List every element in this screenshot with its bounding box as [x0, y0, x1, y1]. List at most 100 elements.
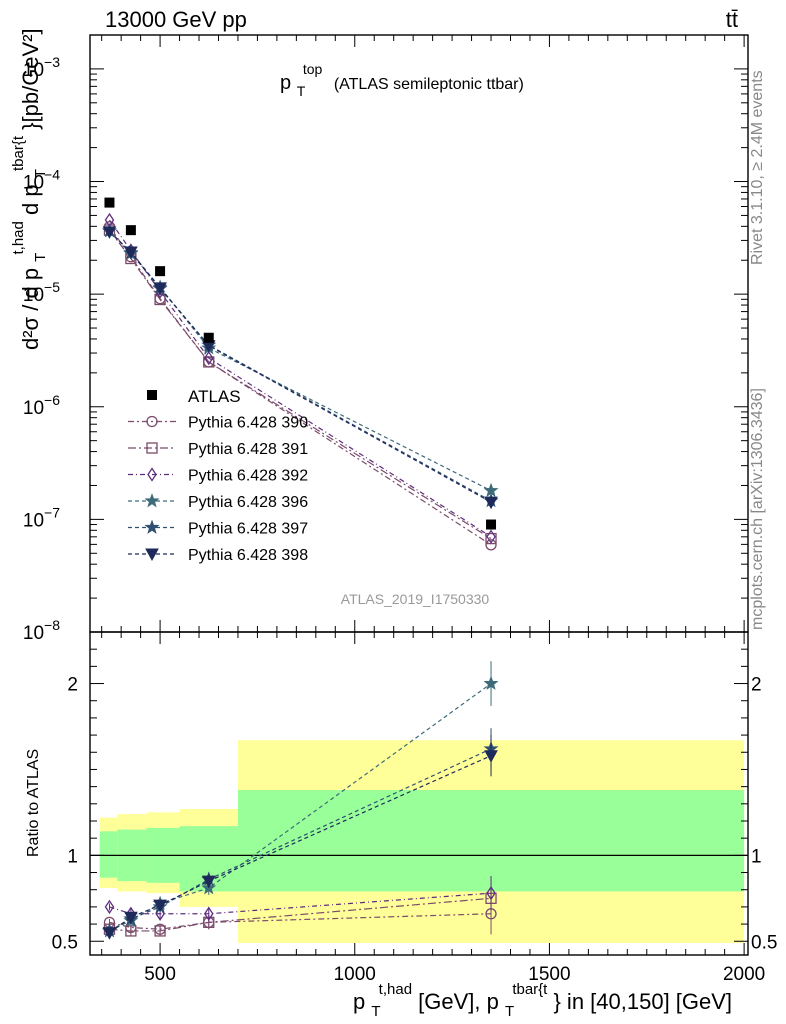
series-point-ratio-5-3 — [201, 875, 216, 889]
x-label-sub1: T — [371, 1003, 380, 1020]
y-tick-label-base-3: 10 — [23, 398, 44, 419]
y-label-units: }[pb/GeV²] — [18, 28, 43, 130]
legend-marker-data — [147, 390, 157, 400]
x-label-sub2: T — [505, 1003, 514, 1020]
y-tick-label-base-1: 10 — [23, 173, 44, 194]
data-point-1 — [125, 225, 136, 236]
data-point-0 — [104, 197, 115, 208]
y-tick-label-exp-5: −8 — [44, 617, 60, 633]
series-point-ratio-1-1 — [125, 925, 137, 937]
plot-title-sup: top — [303, 61, 323, 77]
plot-title-sub: T — [297, 83, 306, 99]
x-tick-label-500: 500 — [144, 964, 176, 985]
series-point-main-5-4 — [484, 496, 498, 510]
data-series — [104, 197, 497, 530]
y-label-part2: d p — [18, 184, 43, 215]
y-tick-label-2: 10−5 — [23, 279, 60, 306]
series-point-ratio-5-0 — [102, 927, 117, 940]
y-label-sub1: T — [32, 253, 49, 262]
y-axis-label: d²σ / d p T t,had d p T tbar{t }[pb/GeV²… — [3, 28, 50, 350]
uncertainty-bands — [90, 740, 748, 943]
ratio-tick-label-right-2: 2 — [751, 675, 762, 696]
y-tick-label-4: 10−7 — [23, 504, 60, 531]
legend-entry-5: Pythia 6.428 398 — [128, 547, 308, 564]
legend-marker-3 — [144, 493, 160, 508]
legend-entry-4: Pythia 6.428 397 — [128, 519, 308, 538]
x-tick-label-1500: 1500 — [528, 964, 570, 985]
series-point-ratio-2-0 — [104, 899, 115, 915]
series-point-ratio-1-2 — [154, 925, 166, 937]
series-point-main-2-3 — [203, 350, 214, 366]
series-line-main-5 — [109, 231, 492, 503]
series-5 — [102, 226, 498, 940]
series-point-ratio-5-1 — [124, 911, 138, 925]
source-label: mcplots.cern.ch [arXiv:1306.3436] — [749, 388, 766, 630]
series-line-main-2 — [108, 219, 492, 538]
y-tick-label-base-5: 10 — [23, 623, 44, 644]
analysis-label: ATLAS_2019_I1750330 — [341, 591, 490, 607]
legend-marker-0 — [146, 415, 158, 428]
legend-label-0: Pythia 6.428 390 — [188, 415, 308, 432]
y-tick-label-3: 10−6 — [23, 392, 60, 419]
plot-title-rest: (ATLAS semileptonic ttbar) — [334, 76, 524, 93]
inner-band-0 — [99, 831, 118, 878]
energy-label: 13000 GeV pp — [105, 7, 247, 32]
series-point-main-5-2 — [153, 282, 167, 295]
ratio-frame — [89, 631, 749, 956]
legend-marker-2 — [147, 467, 157, 482]
plot-title-main: p — [280, 72, 291, 94]
series-point-ratio-2-4 — [486, 885, 496, 901]
series-point-main-5-1 — [124, 246, 138, 260]
y-tick-label-exp-3: −6 — [44, 392, 60, 408]
process-label: tt̄ — [726, 7, 738, 32]
series-point-main-0-4 — [485, 539, 497, 551]
y-tick-label-0: 10−3 — [23, 54, 60, 81]
y-tick-label-exp-4: −7 — [44, 504, 60, 520]
y-tick-label-base-2: 10 — [23, 285, 44, 306]
series-line-main-1 — [108, 229, 492, 540]
series-line-main-4 — [109, 230, 492, 502]
x-label-sup2: tbar{t — [512, 981, 548, 998]
legend-label-3: Pythia 6.428 396 — [188, 494, 308, 511]
legend-entry-0: Pythia 6.428 390 — [128, 415, 308, 432]
x-label-mid: [GeV], p — [418, 989, 499, 1014]
inner-band-4 — [237, 790, 745, 892]
data-point-3 — [203, 332, 214, 343]
y-tick-label-base-4: 10 — [23, 510, 44, 531]
rivet-label: Rivet 3.1.10, ≥ 2.4M events — [749, 70, 766, 265]
legend: ATLAS Pythia 6.428 390 Pythia 6.428 391 Pyt… — [128, 387, 308, 564]
legend-entry-2: Pythia 6.428 392 — [128, 467, 308, 485]
series-line-main-3 — [109, 230, 492, 492]
y-tick-label-base-0: 10 — [23, 60, 44, 81]
legend-marker-4 — [144, 519, 160, 534]
x-tick-label-2000: 2000 — [723, 964, 765, 985]
plot-title: p T top (ATLAS semileptonic ttbar) — [280, 57, 524, 101]
x-axis-label: p T t,had [GeV], p T tbar{t } in [40,150… — [353, 974, 732, 1021]
y-tick-label-exp-1: −4 — [44, 167, 60, 183]
axes: 500 1000 1500 200010−310−410−510−610−710−80… — [23, 34, 777, 985]
ratio-tick-label-left-0.5: 0.5 — [52, 932, 78, 953]
series-point-ratio-2-3 — [203, 906, 214, 921]
data-point-2 — [155, 266, 166, 277]
ratio-tick-label-right-0.5: 0.5 — [751, 932, 777, 953]
y-tick-label-1: 10−4 — [23, 167, 60, 194]
main-frame — [89, 34, 749, 633]
x-label-sup1: t,had — [379, 981, 412, 998]
legend-entry-data: ATLAS — [147, 387, 241, 406]
data-point-4 — [486, 519, 497, 530]
ratio-tick-label-left-2: 2 — [67, 675, 78, 696]
x-label-end: } in [40,150] [GeV] — [553, 989, 732, 1014]
legend-marker-1 — [146, 442, 158, 454]
y-label-sup2: tbar{t — [10, 135, 27, 171]
legend-entry-3: Pythia 6.428 396 — [128, 493, 308, 511]
legend-label-4: Pythia 6.428 397 — [188, 521, 308, 538]
legend-label-1: Pythia 6.428 391 — [188, 441, 308, 458]
x-tick-label-1000: 1000 — [334, 964, 376, 985]
legend-label-5: Pythia 6.428 398 — [188, 547, 308, 564]
ratio-tick-label-left-1: 1 — [67, 846, 78, 867]
series-point-main-2-4 — [486, 529, 496, 544]
ratio-y-axis-label: Ratio to ATLAS — [25, 749, 42, 857]
y-tick-label-5: 10−8 — [23, 617, 60, 644]
y-tick-label-exp-2: −5 — [44, 279, 60, 295]
